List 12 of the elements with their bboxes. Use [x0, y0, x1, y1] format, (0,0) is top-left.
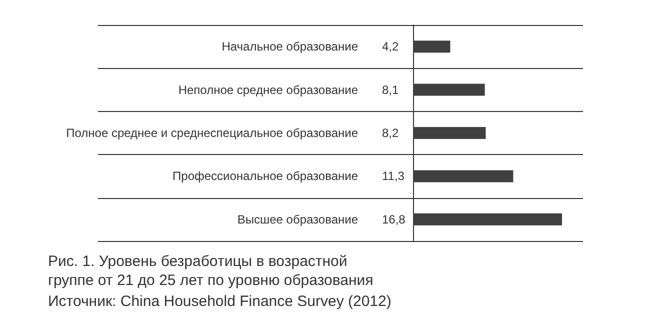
data-label: 11,3 — [382, 169, 405, 184]
text: Рис. 1. Уровень безработицы в возрастной группе от 21 до 25 лет по уровню образования — [48, 253, 374, 289]
data-label: 8,1 — [382, 82, 400, 97]
data-label: 8,2 — [382, 126, 400, 140]
y-tick-label: Профессиональное образование — [172, 169, 358, 184]
data-label: 4,2 — [382, 40, 400, 54]
y-tick-label: Высшее образование — [237, 212, 358, 226]
text: Источник: China Household Finance Survey (2012) — [48, 293, 392, 310]
data-label: 16,8 — [382, 212, 406, 226]
y-tick-label: Полное среднее и среднеспециальное образование — [66, 126, 358, 140]
y-tick-label: Начальное образование — [222, 40, 358, 54]
y-tick-label: Неполное среднее образование — [178, 82, 358, 97]
